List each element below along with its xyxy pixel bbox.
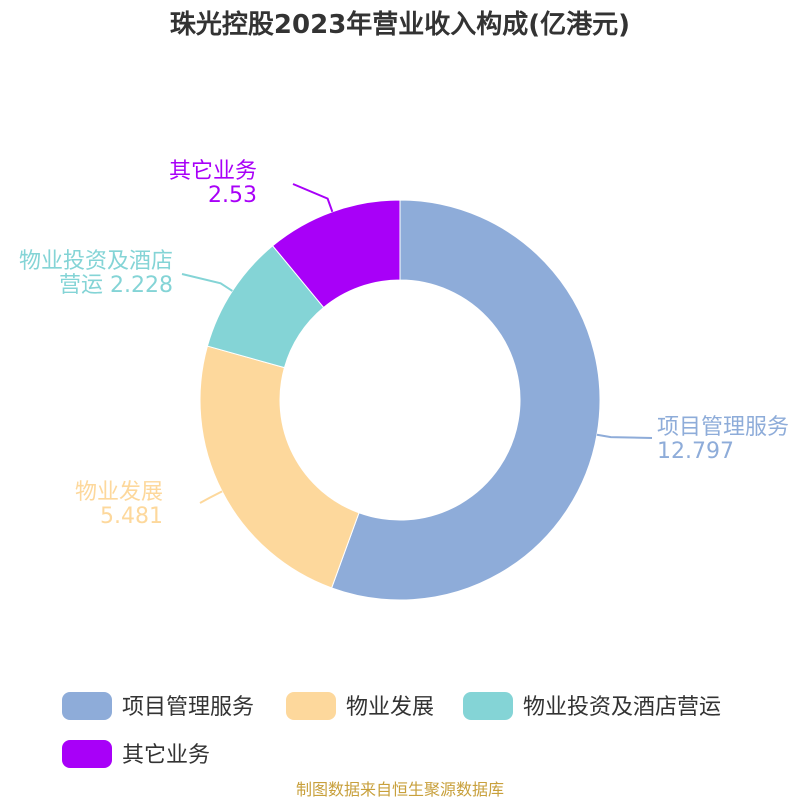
legend-label-3: 其它业务 (122, 743, 210, 768)
slice-3 (271, 199, 401, 309)
legend-label-1: 物业发展 (346, 695, 434, 720)
data-label-0-line-0: 项目管理服务 (657, 415, 789, 440)
data-label-2-line-0: 物业投资及酒店 (19, 249, 173, 274)
data-label-3-line-0: 其它业务 (169, 159, 257, 184)
leader-line-1 (199, 490, 223, 504)
data-label-1-line-1: 5.481 (100, 504, 163, 529)
slice-0 (330, 199, 601, 601)
leader-line-2 (181, 273, 233, 292)
leader-line-0 (596, 433, 653, 439)
legend-swatch-0 (62, 692, 112, 720)
data-label-0-line-1: 12.797 (657, 439, 734, 464)
legend-swatch-3 (62, 740, 112, 768)
slices-group (199, 199, 601, 601)
data-label-3-line-1: 2.53 (208, 183, 257, 208)
data-label-2-line-1: 营运 2.228 (59, 273, 173, 298)
legend-swatch-2 (463, 692, 513, 720)
slice-1 (199, 345, 360, 589)
leader-line-3 (292, 183, 334, 213)
data-label-1-line-0: 物业发展 (75, 480, 163, 505)
chart-title: 珠光控股2023年营业收入构成(亿港元) (170, 9, 630, 40)
legend-label-2: 物业投资及酒店营运 (523, 695, 721, 720)
source-note: 制图数据来自恒生聚源数据库 (296, 780, 504, 799)
legend-label-0: 项目管理服务 (122, 695, 254, 720)
legend-swatch-1 (286, 692, 336, 720)
